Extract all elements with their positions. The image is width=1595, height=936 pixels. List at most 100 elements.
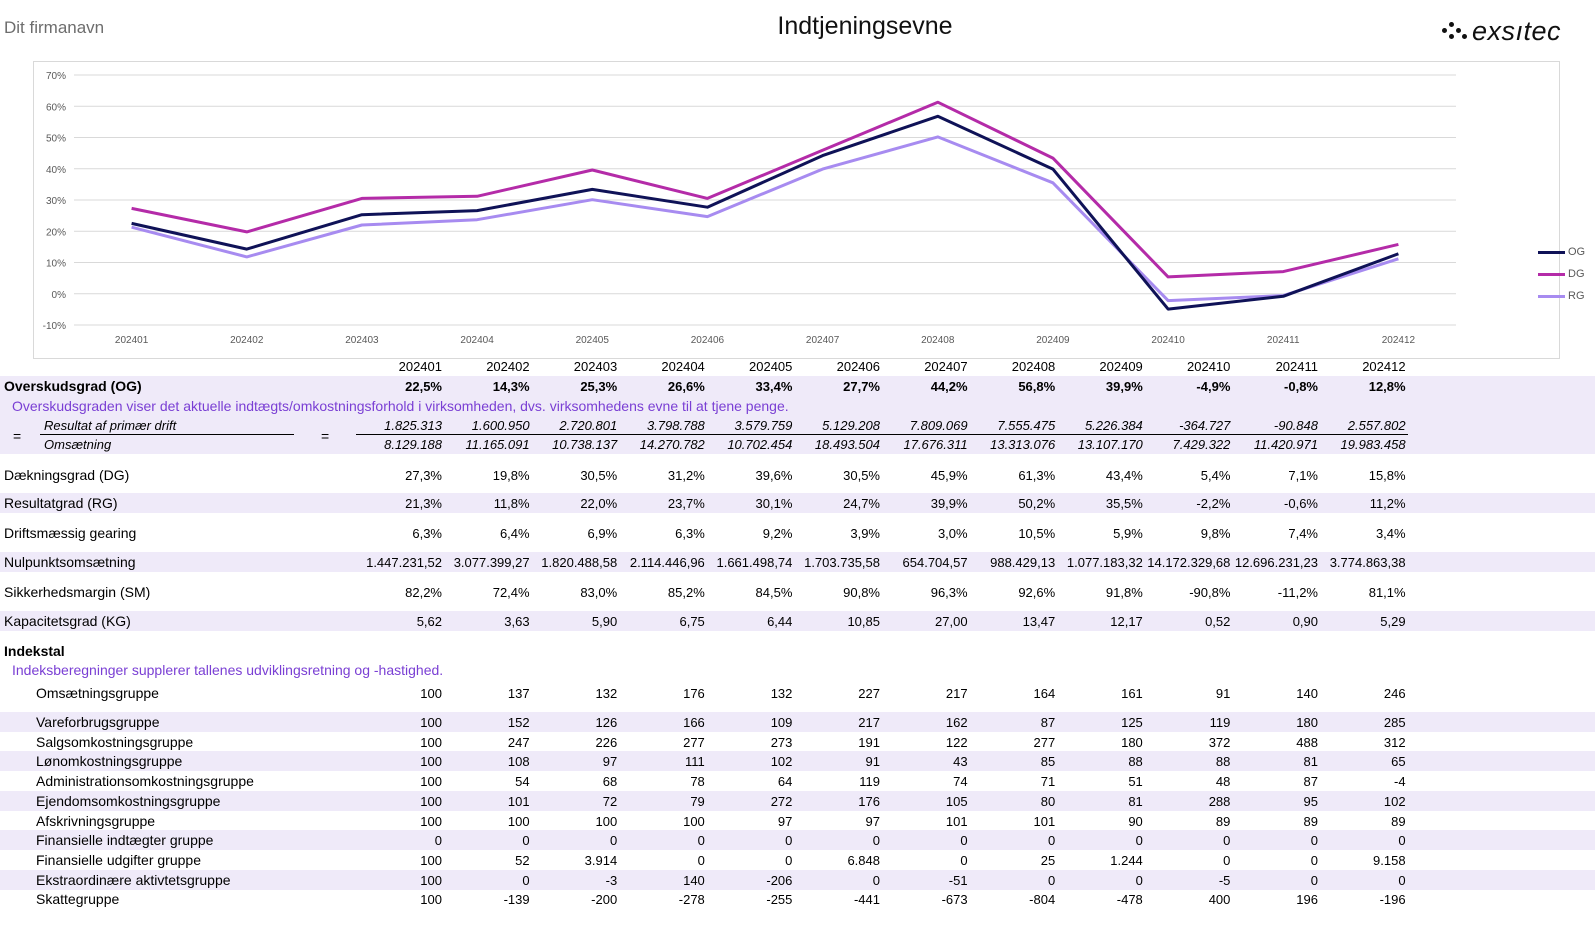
table-cell: 119: [1209, 715, 1231, 730]
index-row: Finansielle indtægter gruppe 0 0 0 0 0 0 0 0 0 0 0 0: [0, 830, 1595, 850]
index-row: Afskrivningsgruppe 100 100 100 100 97 97 101 101…: [0, 811, 1595, 831]
table-cell: -364.727: [1179, 418, 1231, 433]
table-cell: 137: [507, 686, 530, 701]
table-cell: 30,5%: [580, 468, 618, 483]
table-cell: 8.129.188: [384, 437, 442, 452]
table-cell: 10,85: [847, 614, 880, 629]
index-row-label: Afskrivningsgruppe: [36, 813, 156, 829]
table-cell: 180: [1296, 715, 1318, 730]
legend-swatch: [1538, 250, 1565, 254]
table-cell: -4,9%: [1196, 379, 1231, 394]
table-cell: 285: [1383, 715, 1406, 730]
table-cell: 88: [1215, 754, 1231, 769]
table-cell: 1.825.313: [384, 418, 442, 433]
denominator-label: Omsætning: [44, 437, 112, 452]
table-cell: 227: [858, 686, 880, 701]
table-cell: 6,3%: [412, 526, 442, 541]
table-cell: 277: [1033, 735, 1056, 750]
table-cell: 31,2%: [667, 468, 705, 483]
table-cell: 52: [515, 853, 530, 868]
table-cell: 12,8%: [1368, 379, 1406, 394]
table-cell: 9,2%: [762, 526, 793, 541]
table-cell: 0: [434, 833, 442, 848]
table-cell: 25: [1040, 853, 1056, 868]
table-cell: 9,8%: [1200, 526, 1231, 541]
x-tick-label: 202402: [230, 335, 264, 346]
series-line-og: [131, 114, 1399, 311]
table-cell: 44,2%: [930, 379, 968, 394]
table-cell: 0,90: [1292, 614, 1318, 629]
table-cell: 202405: [749, 359, 793, 374]
table-cell: 312: [1383, 735, 1406, 750]
company-name: Dit firmanavn: [4, 18, 105, 37]
table-cell: 83,0%: [580, 585, 618, 600]
table-cell: 0: [1047, 873, 1056, 888]
table-cell: 7,4%: [1288, 526, 1318, 541]
table-cell: 6,9%: [587, 526, 618, 541]
table-cell: 108: [507, 754, 530, 769]
table-cell: 246: [1383, 686, 1406, 701]
table-cell: 12.696.231,23: [1234, 555, 1318, 570]
table-cell: 202409: [1099, 359, 1143, 374]
values-divider: [356, 434, 1408, 435]
table-cell: 217: [858, 715, 880, 730]
table-cell: -200: [591, 892, 618, 907]
table-cell: 33,4%: [755, 379, 793, 394]
table-cell: 100: [420, 873, 442, 888]
table-cell: 3.914: [584, 853, 618, 868]
table-cell: 202412: [1362, 359, 1406, 374]
table-cell: 654.704,57: [902, 555, 968, 570]
table-cell: 91: [1215, 686, 1231, 701]
table-cell: 0: [960, 853, 968, 868]
table-cell: 27,7%: [843, 379, 880, 394]
table-cell: 176: [683, 686, 705, 701]
table-cell: 122: [945, 735, 968, 750]
y-tick-label: 60%: [46, 102, 66, 113]
index-row-label: Administrationsomkostningsgruppe: [36, 773, 254, 789]
y-tick-label: 0%: [52, 290, 67, 301]
table-cell: 50,2%: [1018, 496, 1056, 511]
og-description: Overskudsgraden viser det aktuelle indtæ…: [12, 398, 789, 414]
table-cell: -2,2%: [1196, 496, 1231, 511]
legend-label: DG: [1568, 268, 1585, 280]
y-tick-label: 50%: [46, 134, 66, 145]
table-cell: 5,4%: [1200, 468, 1231, 483]
table-cell: 89: [1215, 814, 1231, 829]
table-cell: 5.226.384: [1084, 418, 1143, 433]
table-cell: 80: [1040, 794, 1056, 809]
page-title: Indtjeningsevne: [777, 12, 953, 40]
table-cell: 372: [1208, 735, 1231, 750]
index-row-label: Ejendomsomkostningsgruppe: [36, 793, 221, 809]
legend-swatch: [1538, 272, 1565, 276]
table-cell: 6.848: [847, 853, 880, 868]
table-cell: 100: [420, 686, 442, 701]
table-cell: 0: [697, 833, 705, 848]
x-tick-label: 202403: [345, 335, 379, 346]
table-cell: 35,5%: [1105, 496, 1143, 511]
index-row-label: Finansielle indtægter gruppe: [36, 832, 214, 848]
x-tick-label: 202406: [691, 335, 725, 346]
index-row-label: Vareforbrugsgruppe: [36, 714, 160, 730]
table-cell: 0: [1223, 833, 1231, 848]
table-cell: 1.820.488,58: [541, 555, 618, 570]
table-cell: 488: [1296, 735, 1318, 750]
table-cell: 89: [1303, 814, 1318, 829]
table-cell: 97: [865, 814, 880, 829]
table-cell: -0,6%: [1284, 496, 1318, 511]
table-cell: 3.579.759: [734, 418, 793, 433]
table-cell: 11,2%: [1369, 496, 1406, 511]
table-cell: 7.429.322: [1172, 437, 1231, 452]
x-tick-label: 202411: [1267, 335, 1300, 346]
chart-svg: -10% 0% 10% 20% 30% 40% 50% 60% 70% 202401 202402 2…: [43, 71, 1456, 346]
table-cell: 277: [683, 735, 705, 750]
table-cell: 6,3%: [675, 526, 705, 541]
table-cell: 100: [507, 814, 530, 829]
table-cell: 91: [865, 754, 880, 769]
table-cell: 125: [1121, 715, 1143, 730]
table-cell: 5,9%: [1113, 526, 1143, 541]
table-cell: 25,3%: [580, 379, 618, 394]
x-tick-label: 202401: [115, 335, 149, 346]
table-cell: 0: [785, 853, 793, 868]
table-cell: 272: [770, 794, 793, 809]
og-label: Overskudsgrad (OG): [4, 378, 142, 394]
